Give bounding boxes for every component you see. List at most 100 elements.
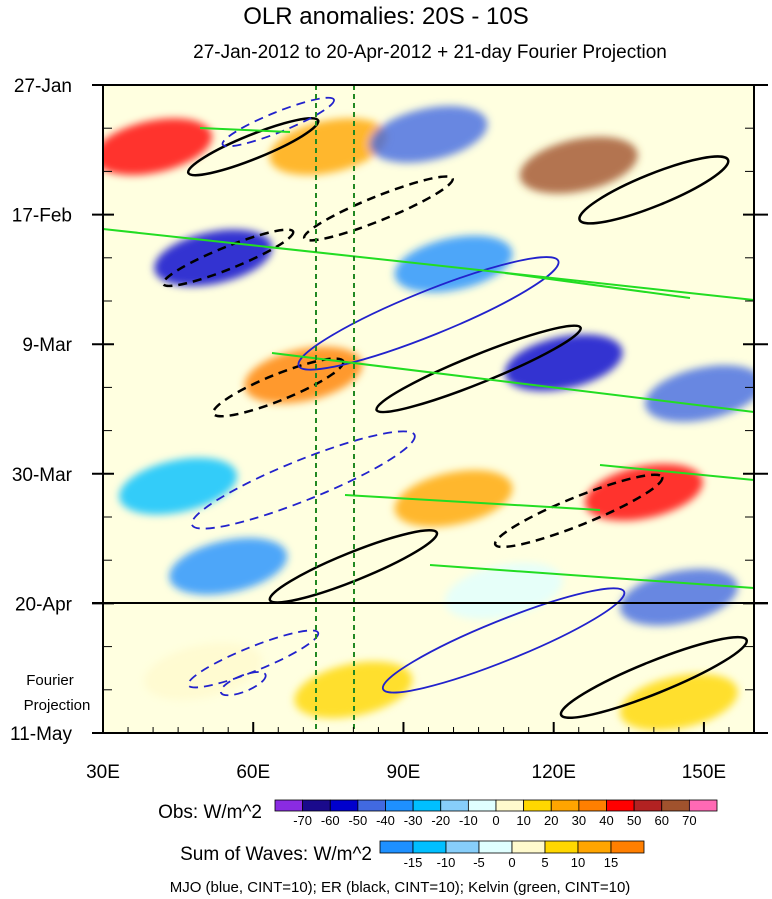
obs-colorbar-swatch-14 bbox=[661, 799, 690, 812]
obs-colorbar-swatch-12 bbox=[606, 799, 635, 812]
obs-colorbar-tick-label-3: -40 bbox=[376, 813, 395, 828]
waves-colorbar-swatch-3 bbox=[478, 840, 513, 854]
y-tick-label-0: 27-Jan bbox=[14, 76, 72, 97]
obs-colorbar-swatch-5 bbox=[412, 799, 442, 812]
kelvin-contour-6 bbox=[199, 127, 291, 133]
x-axis: 30E 60E 90E 120E 150E bbox=[86, 722, 730, 783]
anomaly-blob-17 bbox=[619, 673, 738, 731]
waves-colorbar-swatch-4 bbox=[511, 840, 546, 854]
waves-colorbar-tick-label-3: 0 bbox=[508, 855, 515, 870]
obs-colorbar-swatch-10 bbox=[550, 799, 580, 812]
footer-note: MJO (blue, CINT=10); ER (black, CINT=10)… bbox=[170, 879, 631, 896]
obs-colorbar-label: Obs: W/m^2 bbox=[158, 802, 262, 823]
er-contour-6 bbox=[493, 473, 664, 549]
obs-colorbar-tick-label-7: 0 bbox=[492, 813, 499, 828]
obs-colorbar-tick-label-13: 60 bbox=[655, 813, 669, 828]
obs-colorbar-swatch-15 bbox=[688, 799, 718, 812]
plot-background bbox=[103, 85, 754, 733]
waves-colorbar-tick-label-1: -10 bbox=[437, 855, 456, 870]
waves-colorbar-swatch-0 bbox=[379, 840, 414, 854]
obs-colorbar-tick-label-5: -20 bbox=[431, 813, 450, 828]
obs-colorbar-swatch-13 bbox=[633, 799, 663, 812]
wave-contours bbox=[103, 96, 754, 719]
obs-colorbar-swatch-1 bbox=[302, 799, 331, 812]
anomaly-blob-2 bbox=[369, 106, 488, 163]
x-tick-label-3: 120E bbox=[532, 762, 576, 783]
waves-colorbar-swatch-6 bbox=[577, 840, 612, 854]
obs-colorbar-tick-label-14: 70 bbox=[682, 813, 696, 828]
obs-colorbar-tick-label-12: 50 bbox=[627, 813, 641, 828]
obs-colorbar-swatch-7 bbox=[467, 799, 497, 812]
waves-colorbar: -15 -10 -5 0 5 10 15 bbox=[379, 840, 645, 870]
anomaly-blob-1 bbox=[269, 118, 388, 176]
x-tick-label-1: 60E bbox=[236, 762, 270, 783]
obs-colorbar-tick-label-1: -60 bbox=[321, 813, 340, 828]
waves-colorbar-swatch-7 bbox=[610, 840, 645, 854]
kelvin-contour-2 bbox=[504, 272, 691, 299]
anomaly-blob-11 bbox=[584, 463, 703, 521]
kelvin-contour-5 bbox=[344, 494, 601, 511]
kelvin-contour-1 bbox=[271, 352, 754, 413]
y-axis: 27-Jan 17-Feb 9-Mar 30-Mar 20-Apr 11-May bbox=[10, 76, 768, 745]
mjo-contours bbox=[187, 96, 626, 697]
kelvin-contour-0 bbox=[103, 228, 754, 301]
obs-colorbar: -70 -60 -50 -40 -30 -20 -10 0 10 20 30 40 50 60 70 bbox=[274, 799, 718, 828]
er-contour-7 bbox=[268, 528, 439, 604]
mjo-contour-11 bbox=[190, 430, 416, 530]
obs-colorbar-tick-label-11: 40 bbox=[599, 813, 613, 828]
obs-colorbar-swatch-0 bbox=[274, 799, 304, 812]
mjo-contour-10 bbox=[297, 256, 560, 371]
anomaly-blob-8 bbox=[644, 365, 754, 422]
obs-colorbar-swatch-8 bbox=[495, 799, 525, 812]
anomaly-blob-10 bbox=[394, 470, 513, 527]
er-contour-2 bbox=[161, 228, 295, 288]
anomaly-blob-3 bbox=[519, 136, 638, 194]
obs-colorbar-tick-label-4: -30 bbox=[404, 813, 423, 828]
obs-colorbar-swatch-4 bbox=[385, 799, 414, 812]
waves-colorbar-swatch-2 bbox=[445, 840, 480, 854]
anomaly-blob-5 bbox=[394, 235, 513, 293]
waves-colorbar-tick-label-4: 5 bbox=[541, 855, 548, 870]
fourier-label-line2: Projection bbox=[24, 697, 91, 714]
anomaly-blob-12 bbox=[169, 538, 288, 595]
anomaly-blob-14 bbox=[619, 568, 738, 626]
obs-colorbar-tick-label-0: -70 bbox=[293, 813, 312, 828]
kelvin-contours bbox=[103, 127, 754, 589]
y-tick-label-1: 17-Feb bbox=[12, 206, 72, 227]
obs-colorbar-swatch-11 bbox=[578, 799, 607, 812]
x-tick-label-0: 30E bbox=[86, 762, 120, 783]
obs-colorbar-tick-label-6: -10 bbox=[459, 813, 478, 828]
obs-colorbar-tick-label-8: 10 bbox=[516, 813, 530, 828]
y-tick-label-2: 9-Mar bbox=[22, 335, 72, 356]
x-tick-label-2: 90E bbox=[387, 762, 421, 783]
kelvin-contour-4 bbox=[429, 564, 754, 589]
y-tick-label-4: 20-Apr bbox=[15, 594, 73, 615]
obs-colorbar-swatch-2 bbox=[329, 799, 359, 812]
y-tick-label-5: 11-May bbox=[10, 724, 72, 745]
mjo-contour-13 bbox=[187, 629, 320, 689]
kelvin-contour-3 bbox=[599, 464, 754, 481]
waves-colorbar-label: Sum of Waves: W/m^2 bbox=[180, 844, 372, 865]
waves-colorbar-swatch-1 bbox=[412, 840, 447, 854]
anomaly-blob-0 bbox=[103, 118, 213, 176]
anomaly-blob-7 bbox=[504, 334, 623, 392]
waves-colorbar-tick-label-2: -5 bbox=[473, 855, 485, 870]
obs-colorbar-tick-label-9: 20 bbox=[544, 813, 558, 828]
y-tick-label-3: 30-Mar bbox=[12, 465, 73, 486]
er-contour-3 bbox=[578, 155, 730, 225]
waves-colorbar-tick-label-6: 15 bbox=[604, 855, 618, 870]
chart-subtitle: 27-Jan-2012 to 20-Apr-2012 + 21-day Four… bbox=[193, 42, 667, 63]
waves-colorbar-swatch-5 bbox=[544, 840, 579, 854]
obs-colorbar-tick-label-10: 30 bbox=[572, 813, 586, 828]
er-contour-0 bbox=[186, 116, 320, 177]
chart-title: OLR anomalies: 20S - 10S bbox=[243, 3, 528, 30]
x-tick-label-4: 150E bbox=[682, 762, 726, 783]
waves-colorbar-tick-label-5: 10 bbox=[571, 855, 585, 870]
obs-colorbar-tick-label-2: -50 bbox=[348, 813, 367, 828]
er-contour-8 bbox=[559, 635, 749, 719]
fourier-label-line1: Fourier bbox=[26, 672, 74, 689]
mjo-contour-14 bbox=[219, 671, 267, 697]
er-contour-4 bbox=[375, 324, 582, 414]
obs-colorbar-swatch-6 bbox=[440, 799, 469, 812]
